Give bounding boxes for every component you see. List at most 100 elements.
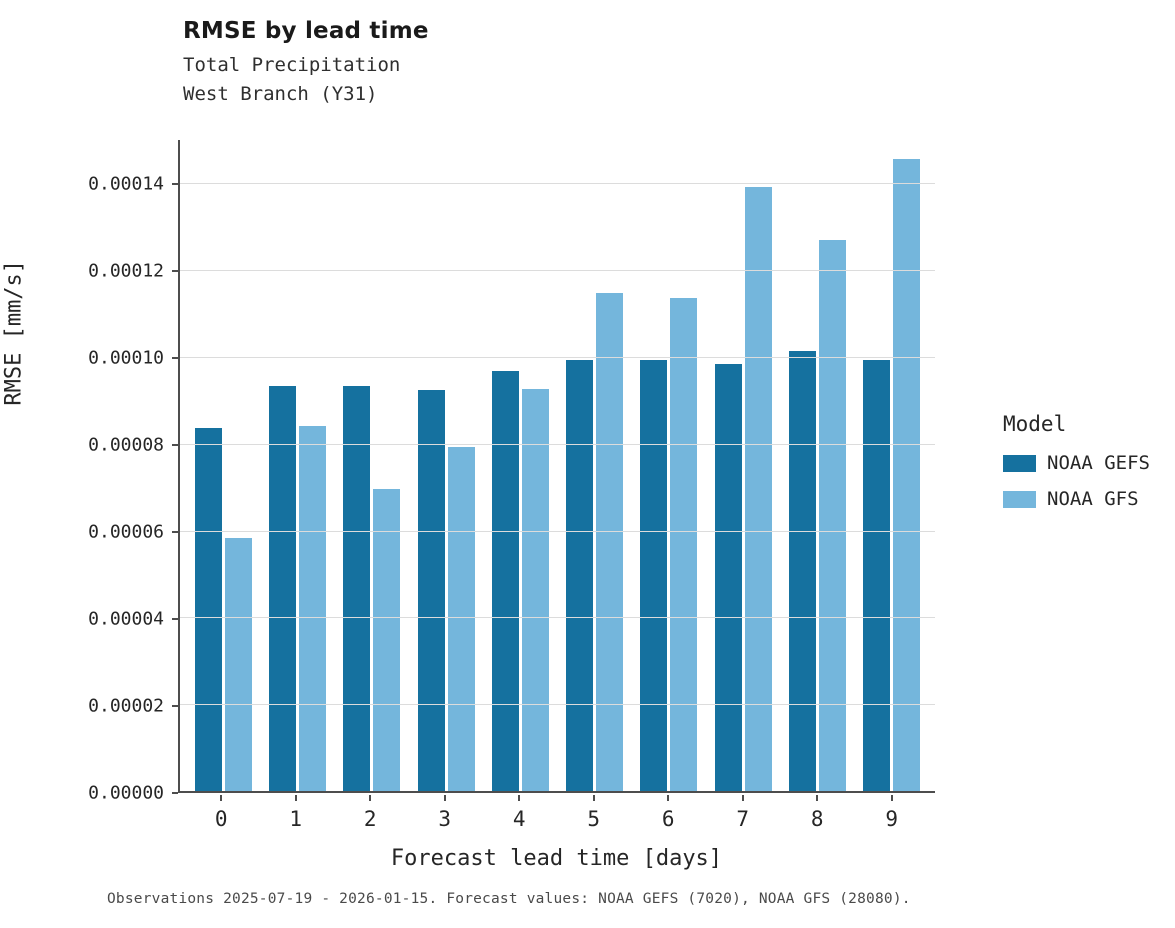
bar-group-lead-3 xyxy=(417,140,475,791)
plot-area xyxy=(178,140,935,793)
legend-entry-noaa-gefs: NOAA GEFS xyxy=(1003,452,1150,474)
bar-noaa-gefs-lead-1 xyxy=(268,386,296,791)
x-tick-label: 0 xyxy=(214,807,228,831)
gridline xyxy=(180,357,935,358)
bar-noaa-gfs-lead-4 xyxy=(521,389,549,791)
x-tick-mark xyxy=(220,795,223,801)
bar-group-lead-7 xyxy=(714,140,772,791)
x-tick-label: 3 xyxy=(438,807,452,831)
bar-noaa-gfs-lead-2 xyxy=(373,488,401,791)
x-tick-label: 7 xyxy=(736,807,750,831)
y-tick-label: 0.00006 xyxy=(88,521,164,543)
bar-noaa-gefs-lead-7 xyxy=(714,364,742,791)
x-tick-label: 1 xyxy=(289,807,303,831)
bar-noaa-gefs-lead-8 xyxy=(789,351,817,791)
gridline xyxy=(180,530,935,532)
bar-noaa-gefs-lead-0 xyxy=(194,427,222,791)
bar-noaa-gfs-lead-3 xyxy=(447,446,475,791)
x-tick-label: 9 xyxy=(885,807,899,831)
bar-noaa-gfs-lead-0 xyxy=(224,538,252,791)
legend-title: Model xyxy=(1003,412,1067,436)
y-tick-label: 0.00002 xyxy=(88,695,164,717)
y-tick-mark xyxy=(172,704,178,707)
bar-group-lead-2 xyxy=(343,140,401,791)
gridline xyxy=(180,617,935,619)
bar-noaa-gfs-lead-5 xyxy=(596,293,624,791)
legend-label-noaa-gefs: NOAA GEFS xyxy=(1047,452,1150,474)
bar-group-lead-4 xyxy=(491,140,549,791)
bar-noaa-gfs-lead-6 xyxy=(670,297,698,791)
title-block: RMSE by lead time Total Precipitation We… xyxy=(183,18,429,108)
y-tick-mark xyxy=(172,269,178,272)
legend-entry-noaa-gfs: NOAA GFS xyxy=(1003,488,1150,510)
x-tick-label: 2 xyxy=(363,807,377,831)
y-tick-mark xyxy=(172,617,178,620)
x-tick-label: 8 xyxy=(810,807,824,831)
plot-outer xyxy=(178,140,935,793)
x-tick-mark xyxy=(741,795,744,801)
bar-group-lead-8 xyxy=(789,140,847,791)
x-tick-lead-9: 9 xyxy=(863,795,920,831)
chart-subtitle: Total Precipitation West Branch (Y31) xyxy=(183,54,401,105)
y-tick-mark xyxy=(172,443,178,446)
caption: Observations 2025-07-19 - 2026-01-15. Fo… xyxy=(107,891,911,907)
y-axis-title: RMSE [mm/s] xyxy=(1,259,27,406)
y-tick-label: 0.00012 xyxy=(88,260,164,282)
x-tick-mark xyxy=(294,795,297,801)
bar-noaa-gfs-lead-8 xyxy=(819,239,847,791)
bar-group-lead-0 xyxy=(194,140,252,791)
x-tick-lead-4: 4 xyxy=(491,795,548,831)
x-tick-lead-1: 1 xyxy=(267,795,324,831)
x-tick-lead-5: 5 xyxy=(565,795,622,831)
y-axis-tick-labels: 0.00000 0.00002 0.00004 0.00006 0.00008 0.000… xyxy=(0,140,176,803)
gridline xyxy=(180,704,935,706)
bar-noaa-gefs-lead-4 xyxy=(491,371,519,791)
x-tick-lead-7: 7 xyxy=(714,795,771,831)
x-tick-lead-8: 8 xyxy=(789,795,846,831)
legend-swatch-noaa-gefs xyxy=(1003,454,1036,472)
y-tick-label: 0.00008 xyxy=(88,434,164,456)
y-tick-label: 0.00000 xyxy=(88,782,164,804)
legend: Model NOAA GEFS NOAA GFS xyxy=(1003,412,1150,524)
x-tick-lead-2: 2 xyxy=(342,795,399,831)
bar-noaa-gefs-lead-9 xyxy=(863,360,891,791)
bar-group-lead-1 xyxy=(268,140,326,791)
chart-title: RMSE by lead time xyxy=(183,18,429,44)
bar-noaa-gfs-lead-9 xyxy=(893,159,921,791)
y-tick-mark xyxy=(172,356,178,359)
x-tick-lead-3: 3 xyxy=(416,795,473,831)
bar-group-lead-9 xyxy=(863,140,921,791)
bar-group-lead-6 xyxy=(640,140,698,791)
x-axis-tick-labels: 0 1 2 3 4 5 6 7 8 9 xyxy=(178,795,935,831)
x-tick-mark xyxy=(518,795,521,801)
bar-noaa-gefs-lead-2 xyxy=(343,386,371,791)
x-tick-mark xyxy=(369,795,372,801)
gridline xyxy=(180,183,935,185)
x-tick-mark xyxy=(816,795,819,801)
bar-noaa-gfs-lead-7 xyxy=(744,187,772,791)
legend-swatch-noaa-gfs xyxy=(1003,490,1036,508)
legend-label-noaa-gfs: NOAA GFS xyxy=(1047,488,1139,510)
bar-noaa-gefs-lead-6 xyxy=(640,359,668,791)
x-tick-mark xyxy=(890,795,893,801)
bar-noaa-gefs-lead-3 xyxy=(417,390,445,791)
x-tick-lead-0: 0 xyxy=(193,795,250,831)
x-tick-mark xyxy=(667,795,670,801)
x-tick-label: 5 xyxy=(587,807,601,831)
bar-noaa-gfs-lead-1 xyxy=(298,426,326,791)
x-axis-title: Forecast lead time [days] xyxy=(390,846,723,871)
y-tick-label: 0.00010 xyxy=(88,347,164,369)
y-tick-mark xyxy=(172,182,178,185)
y-axis-tick-marks xyxy=(172,140,178,794)
gridline xyxy=(180,270,935,272)
bars-row xyxy=(180,140,935,791)
y-tick-mark xyxy=(172,792,178,794)
x-tick-mark xyxy=(443,795,446,801)
x-tick-lead-6: 6 xyxy=(640,795,697,831)
x-tick-label: 4 xyxy=(512,807,526,831)
y-tick-mark xyxy=(172,530,178,533)
y-tick-label: 0.00014 xyxy=(88,173,164,195)
gridline xyxy=(180,443,935,445)
bar-group-lead-5 xyxy=(566,140,624,791)
